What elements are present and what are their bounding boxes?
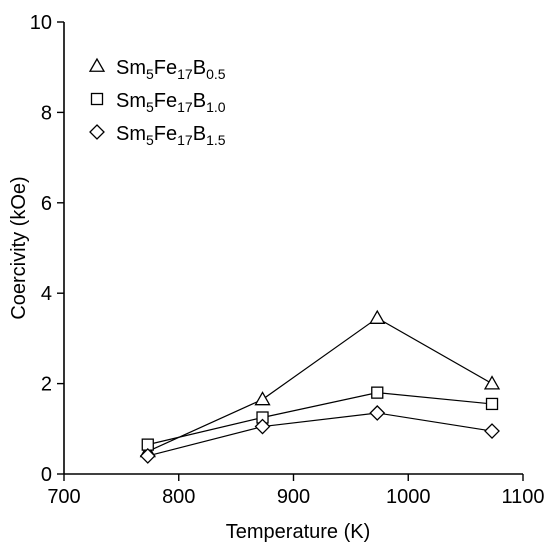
legend-item: Sm5Fe17B1.5	[89, 123, 226, 148]
data-point-square	[371, 386, 384, 399]
legend-label-subscript: 1.5	[206, 132, 226, 148]
series-triangle	[139, 309, 501, 458]
legend-label-text: B	[193, 123, 206, 145]
y-tick-label: 6	[41, 193, 52, 215]
y-tick-label: 10	[30, 12, 52, 34]
legend-label-subscript: 17	[177, 66, 193, 82]
legend-label-subscript: 1.0	[206, 99, 226, 115]
x-tick-label: 1000	[386, 486, 431, 508]
legend-label-text: Fe	[154, 57, 177, 79]
legend-label-subscript: 5	[146, 132, 154, 148]
series-layer	[139, 309, 501, 464]
y-tick-label: 4	[41, 283, 52, 305]
legend-item: Sm5Fe17B1.0	[90, 90, 226, 115]
data-point-diamond	[254, 418, 271, 435]
data-point-triangle	[369, 309, 386, 324]
series-line	[147, 392, 493, 446]
y-axis-title: Coercivity (kOe)	[8, 176, 30, 319]
legend-label-subscript: 0.5	[206, 66, 226, 82]
data-point-diamond	[369, 405, 386, 421]
data-point-triangle	[254, 391, 271, 406]
legend-marker-triangle	[88, 57, 106, 72]
legend-label-text: B	[193, 57, 206, 79]
legend-label-text: Sm	[116, 123, 146, 145]
legend-marker-square	[90, 92, 104, 106]
data-point-square	[485, 397, 499, 411]
x-tick-label: 800	[162, 486, 195, 508]
series-square	[141, 386, 499, 451]
legend-label-subscript: 5	[146, 66, 154, 82]
legend-label-text: B	[193, 90, 206, 112]
data-point-diamond	[484, 423, 500, 439]
legend-label: Sm5Fe17B1.0	[116, 90, 226, 115]
series-diamond	[139, 405, 500, 464]
x-tick-label: 1100	[501, 486, 544, 508]
legend-item: Sm5Fe17B0.5	[88, 57, 226, 82]
legend-label-text: Sm	[116, 90, 146, 112]
legend-label-subscript: 17	[177, 99, 193, 115]
y-tick-label: 0	[41, 464, 52, 486]
series-line	[147, 317, 493, 452]
legend-label-subscript: 17	[177, 132, 193, 148]
ticks: 700 800 900 1000 1100 0 2 4 6 8 10	[30, 12, 545, 508]
y-tick-label: 2	[41, 374, 52, 396]
y-tick-label: 8	[41, 102, 52, 124]
legend-label: Sm5Fe17B1.5	[116, 123, 226, 148]
x-tick-label: 700	[47, 486, 80, 508]
legend-label-subscript: 5	[146, 99, 154, 115]
series-line	[147, 412, 493, 457]
data-point-diamond	[139, 448, 156, 464]
legend-label-text: Fe	[154, 123, 177, 145]
legend-label: Sm5Fe17B0.5	[116, 57, 226, 82]
legend-label-text: Fe	[154, 90, 177, 112]
x-tick-label: 900	[277, 486, 310, 508]
legend-marker-diamond	[89, 124, 105, 140]
data-point-triangle	[483, 375, 501, 390]
legend-label-text: Sm	[116, 57, 146, 79]
x-axis-title: Temperature (K)	[226, 521, 371, 543]
